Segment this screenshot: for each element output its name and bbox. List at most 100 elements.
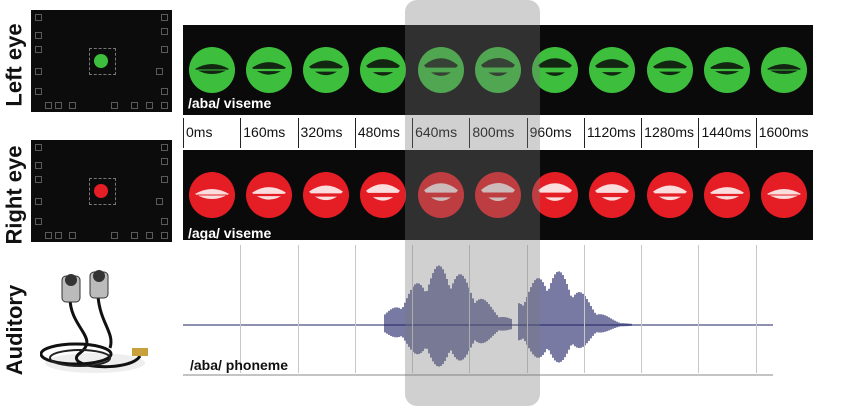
marker-square <box>146 102 153 109</box>
viseme-frame <box>532 172 579 218</box>
viseme-frame <box>417 47 464 93</box>
marker-square <box>111 232 118 239</box>
timeline-tick <box>583 118 585 148</box>
marker-square <box>161 46 168 53</box>
top-strip-caption: /aba/ viseme <box>188 95 272 111</box>
timeline-label: 960ms <box>529 124 572 140</box>
marker-square <box>35 144 42 151</box>
timeline-label: 1280ms <box>644 124 694 140</box>
bottom-strip-caption: /aga/ viseme <box>188 225 272 241</box>
marker-square <box>156 198 163 205</box>
marker-square <box>161 158 168 165</box>
marker-square <box>161 88 168 95</box>
marker-square <box>35 32 42 39</box>
audio-gridline <box>698 245 700 373</box>
timeline-tick <box>526 118 528 148</box>
green-viseme-strip <box>183 25 813 115</box>
timeline: 0ms 160ms 320ms 480ms 640ms 800ms 960ms 1120ms 1… <box>183 118 813 148</box>
timeline-label: 1600ms <box>758 124 809 140</box>
fixation-box <box>89 178 116 205</box>
timeline-label: 160ms <box>243 124 286 140</box>
viseme-frame <box>589 47 636 93</box>
marker-square <box>35 14 42 21</box>
timeline-tick <box>755 118 757 148</box>
audio-gridline <box>297 245 299 373</box>
audio-gridline <box>240 245 242 373</box>
viseme-frame <box>589 172 636 218</box>
row-label-left-eye: Left eye <box>0 10 30 120</box>
marker-square <box>111 102 118 109</box>
marker-square <box>131 102 138 109</box>
marker-square <box>35 162 42 169</box>
marker-square <box>161 102 168 109</box>
viseme-frame <box>704 47 751 93</box>
marker-square <box>35 218 42 225</box>
viseme-frame <box>761 172 808 218</box>
timeline-tick <box>354 118 356 148</box>
timeline-tick <box>240 118 242 148</box>
right-eye-display <box>31 140 172 242</box>
viseme-frame <box>188 47 235 93</box>
viseme-frame <box>761 47 808 93</box>
marker-square <box>69 232 76 239</box>
marker-square <box>161 28 168 35</box>
viseme-frame <box>303 47 350 93</box>
viseme-frame <box>474 47 521 93</box>
red-mouth-stimulus <box>94 184 108 198</box>
marker-square <box>161 232 168 239</box>
viseme-frame <box>532 47 579 93</box>
marker-square <box>35 46 42 53</box>
marker-square <box>55 232 62 239</box>
timeline-label: 0ms <box>186 124 213 140</box>
viseme-frame <box>188 172 235 218</box>
marker-square <box>69 102 76 109</box>
viseme-frame <box>646 47 693 93</box>
viseme-frame <box>245 172 292 218</box>
waveform <box>183 265 773 376</box>
red-viseme-strip <box>183 150 813 240</box>
marker-square <box>146 232 153 239</box>
timeline-label: 640ms <box>415 124 458 140</box>
timeline-label: 800ms <box>472 124 515 140</box>
viseme-frame <box>646 172 693 218</box>
audio-gridline <box>641 245 643 373</box>
row-label-auditory: Auditory <box>0 275 30 385</box>
marker-square <box>35 88 42 95</box>
timeline-label: 1440ms <box>701 124 752 140</box>
phoneme-caption: /aba/ phoneme <box>190 357 289 373</box>
marker-square <box>35 68 42 75</box>
marker-square <box>35 176 42 183</box>
audio-gridline <box>583 245 585 373</box>
green-mouth-stimulus <box>94 54 108 68</box>
marker-square <box>161 14 168 21</box>
viseme-frame <box>360 172 407 218</box>
marker-square <box>161 144 168 151</box>
marker-square <box>161 176 168 183</box>
marker-square <box>156 68 163 75</box>
marker-square <box>45 102 52 109</box>
left-eye-display <box>31 10 172 112</box>
timeline-tick <box>641 118 643 148</box>
marker-square <box>35 198 42 205</box>
timeline-label: 480ms <box>357 124 400 140</box>
viseme-frame <box>704 172 751 218</box>
timeline-tick <box>469 118 471 148</box>
row-label-right-eye: Right eye <box>0 140 30 250</box>
marker-square <box>55 102 62 109</box>
marker-square <box>45 232 52 239</box>
timeline-tick <box>297 118 299 148</box>
audio-gridline <box>755 245 757 373</box>
viseme-frame <box>417 172 464 218</box>
marker-square <box>131 232 138 239</box>
audio-gridline <box>354 245 356 373</box>
timeline-label: 320ms <box>300 124 343 140</box>
timeline-tick <box>698 118 700 148</box>
viseme-frame <box>474 172 521 218</box>
audio-gridline <box>412 245 414 373</box>
viseme-frame <box>360 47 407 93</box>
timeline-tick <box>183 118 184 148</box>
audio-gridline <box>469 245 471 373</box>
left-eye-label: Left eye <box>2 23 27 107</box>
audio-waveform-panel <box>183 245 813 385</box>
earphones-icon <box>39 268 160 378</box>
